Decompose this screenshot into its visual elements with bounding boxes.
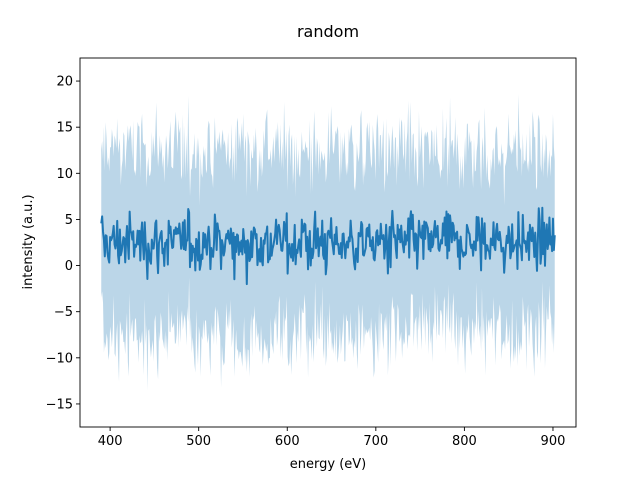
x-tick-label: 700 [363, 434, 388, 449]
y-tick-label: 5 [65, 213, 73, 228]
x-axis-ticks: 400 500 600 700 800 900 [98, 427, 566, 449]
x-tick-label: 500 [186, 434, 211, 449]
x-tick-label: 600 [275, 434, 300, 449]
y-tick-label: −5 [54, 305, 73, 320]
y-tick-label: −10 [46, 351, 73, 366]
y-axis-ticks: −15 −10 −5 0 5 10 15 20 [46, 75, 80, 412]
x-tick-label: 800 [452, 434, 477, 449]
x-tick-label: 400 [98, 434, 123, 449]
series-line-layer [100, 206, 556, 286]
y-tick-label: 20 [56, 75, 73, 90]
y-tick-label: 10 [56, 167, 73, 182]
x-tick-label: 900 [541, 434, 566, 449]
y-tick-label: 0 [65, 259, 73, 274]
series-line [100, 206, 556, 286]
y-tick-label: 15 [56, 121, 73, 136]
plot-frame [79, 57, 577, 428]
y-axis-label: intensity (a.u.) [21, 194, 36, 289]
chart-title: random [297, 22, 359, 41]
x-axis-label: energy (eV) [290, 457, 366, 472]
y-tick-label: −15 [46, 397, 73, 412]
